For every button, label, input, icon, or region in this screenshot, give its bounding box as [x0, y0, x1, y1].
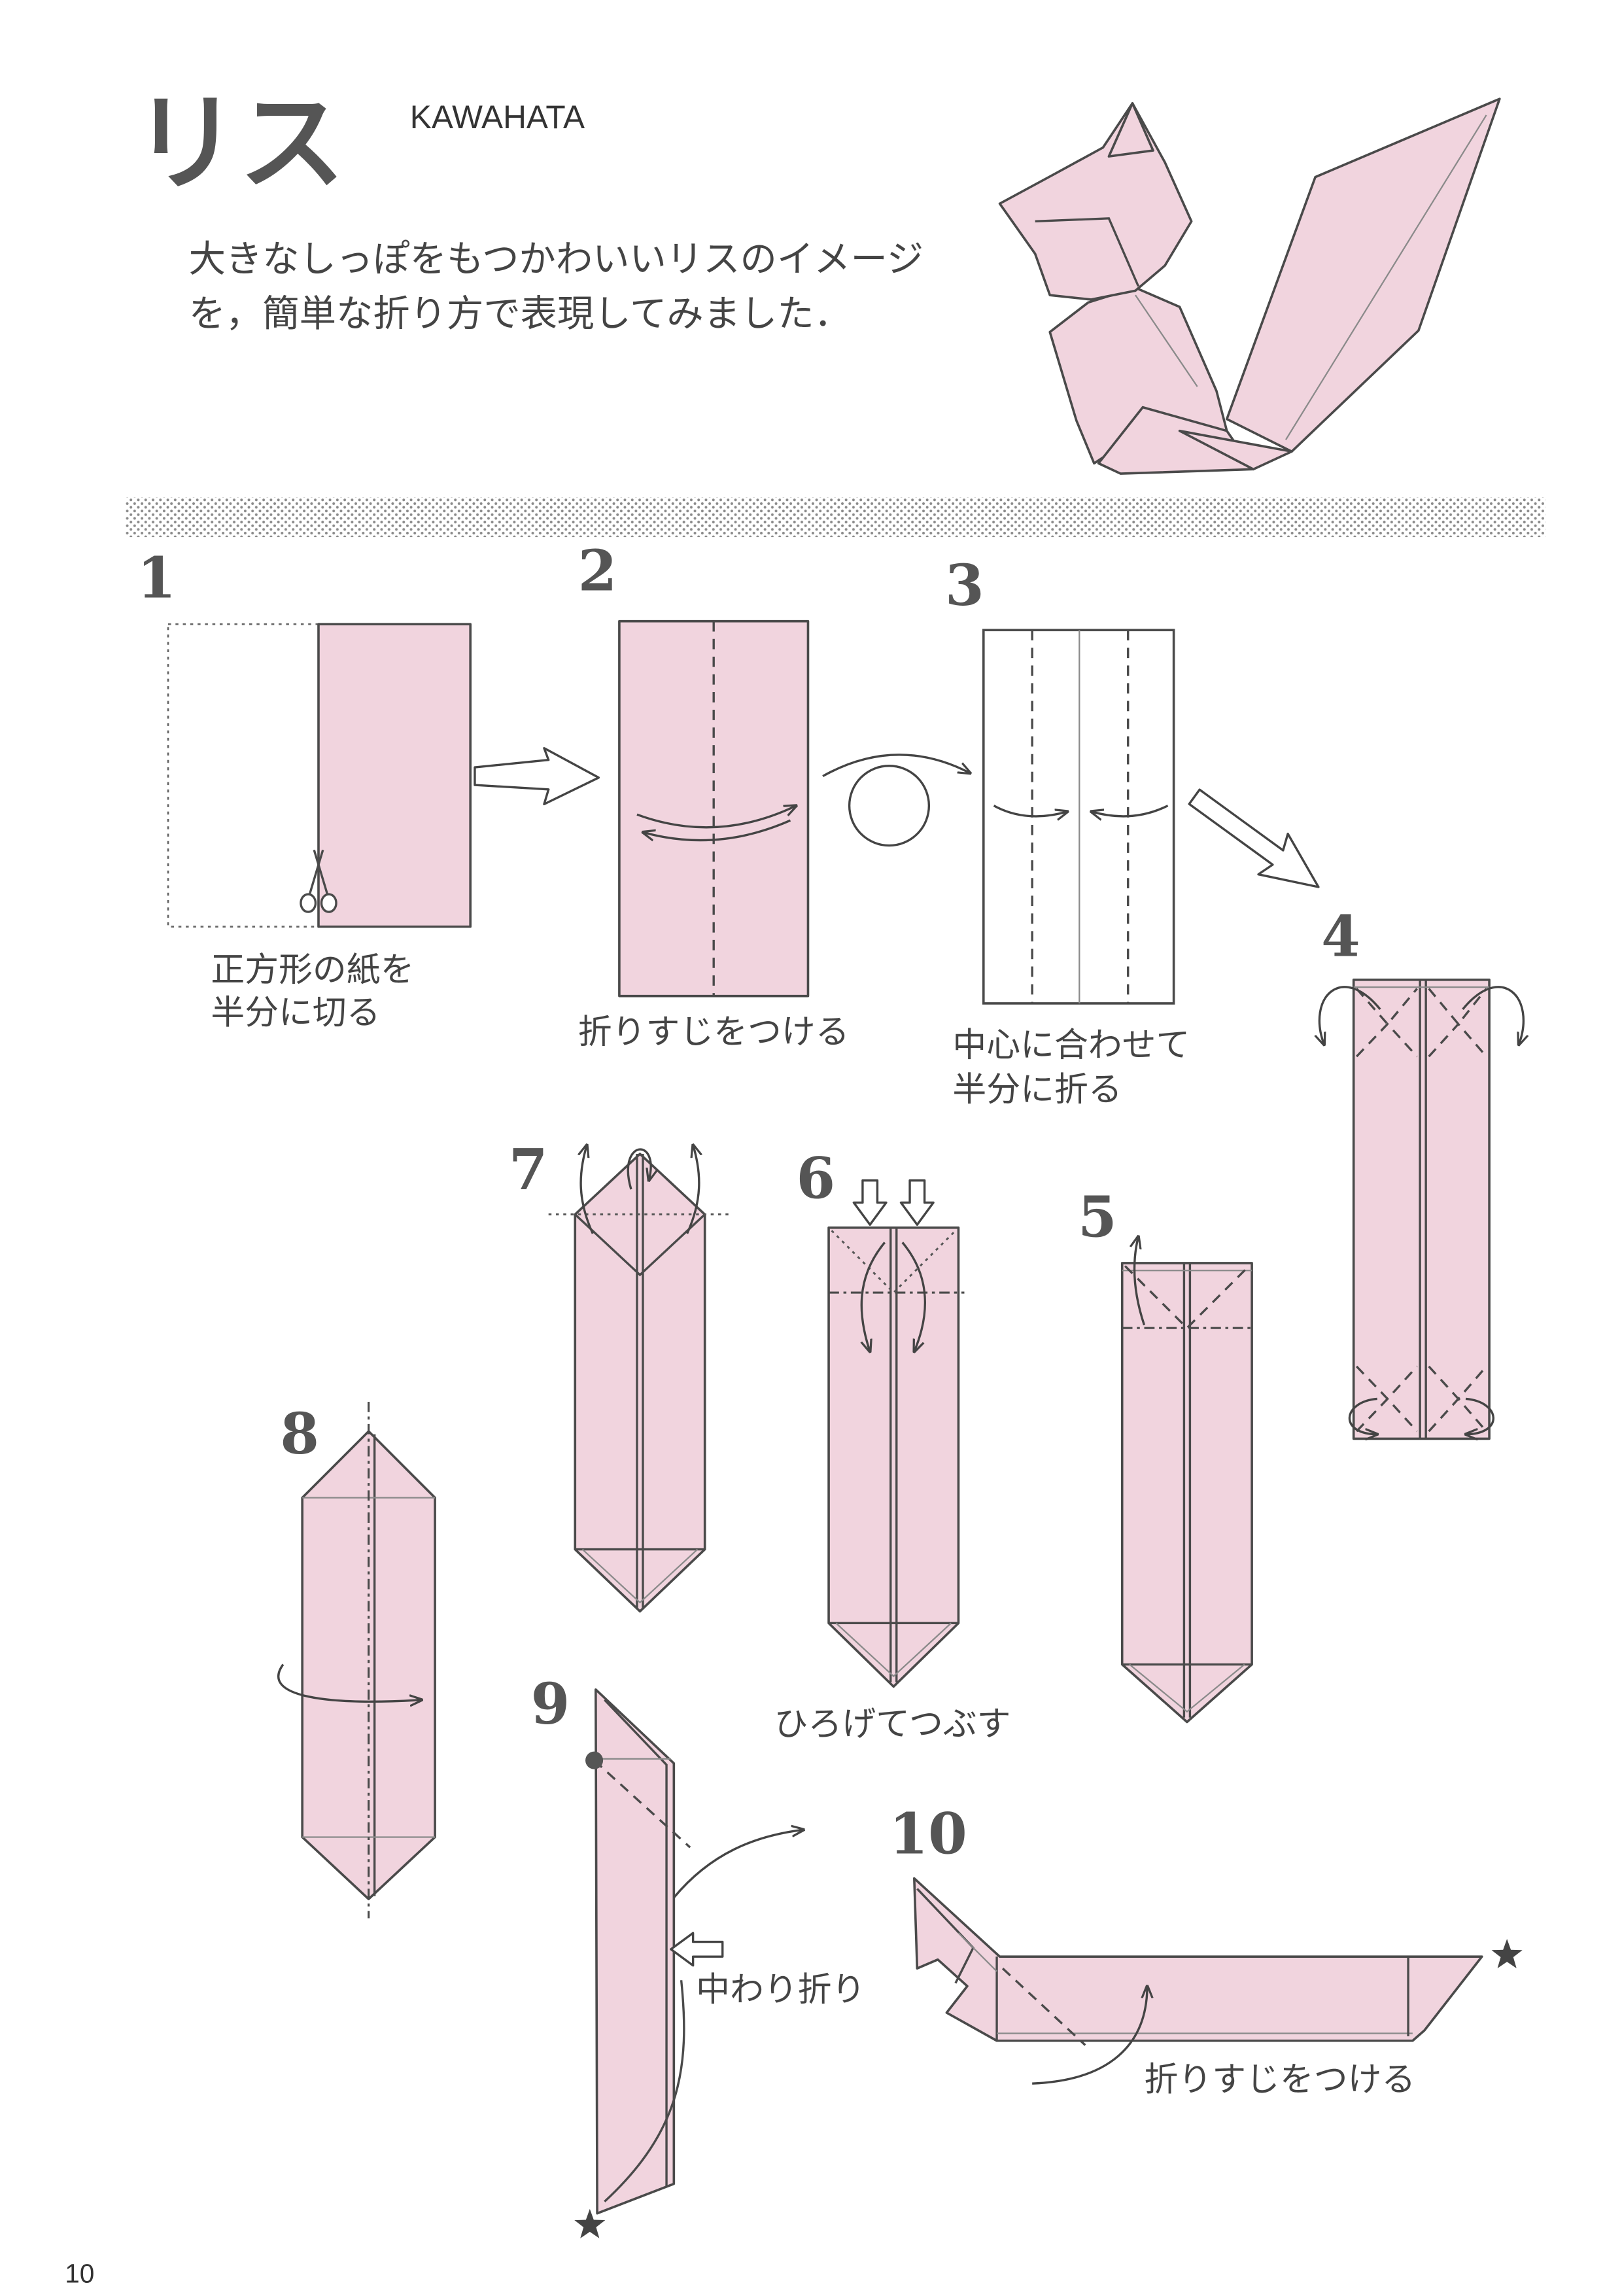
squirrel-ear [1107, 102, 1154, 158]
head-crease [958, 1932, 997, 1972]
paper [913, 1877, 1483, 2042]
page-title: リス [133, 82, 345, 205]
fold-arrow [277, 1663, 422, 1702]
step-number: 8 [280, 1402, 319, 1467]
paper [574, 1153, 706, 1613]
step-5: 5 [1078, 1185, 1253, 1724]
mountain-fold-line [1428, 1365, 1487, 1401]
turn-over-icon [822, 754, 970, 847]
description-line-2: を，簡単な折り方で表現してみました． [189, 293, 852, 336]
inner-layer-edge [604, 1699, 668, 2187]
fold-arrow [636, 806, 796, 829]
folded-flaps [574, 1213, 706, 1277]
inside-reverse-fold-line [593, 1759, 691, 1849]
finished-squirrel-illustration [998, 97, 1501, 475]
step-number: 3 [945, 553, 984, 619]
mountain-fold-line [1355, 988, 1418, 1026]
face-crease [1035, 217, 1140, 287]
fold-behind-arrow [1348, 1397, 1377, 1434]
step-number: 10 [889, 1801, 967, 1867]
mountain-fold-line [1355, 1022, 1418, 1058]
fold-arrow-right [1091, 805, 1169, 816]
step-caption: 中わり折り [696, 1970, 865, 2009]
description-line-1: 大きなしっぽをもつかわいいリスのイメージ [189, 238, 924, 281]
step-number: 1 [137, 546, 177, 612]
step-number: 4 [1321, 905, 1360, 970]
bottom-flap [581, 1548, 699, 1604]
valley-fold-line [1124, 1265, 1250, 1330]
step-9: 9 中わり折り [531, 1672, 865, 2238]
push-arrow-icon [899, 1179, 935, 1226]
step-number: 6 [796, 1147, 835, 1212]
fold-arrow [673, 1830, 803, 1899]
paper [595, 1688, 676, 2215]
squash-arrow [901, 1242, 927, 1351]
bottom-flap [1129, 1663, 1245, 1713]
push-arrow-icon [670, 1932, 724, 1967]
squash-arrow [861, 1242, 886, 1351]
step-3: 3 中心に合わせて 半分に折る [945, 553, 1190, 1109]
step-caption-line-1: 正方形の紙を [211, 950, 414, 990]
squirrel-tail [1225, 97, 1501, 453]
mountain-fold-line [1428, 1022, 1487, 1058]
unfold-arrow [686, 1145, 699, 1234]
cut-away-half [167, 623, 320, 928]
step-caption: 折りすじをつける [1145, 2060, 1416, 2099]
author-name: KAWAHATA [410, 99, 585, 135]
fold-behind-arrow [627, 1148, 651, 1190]
step-caption: 折りすじをつける [578, 1013, 850, 1052]
paper-half [317, 623, 472, 928]
dot-marker-icon [585, 1751, 604, 1769]
paper [1120, 1262, 1253, 1724]
fold-arrow-left [993, 805, 1068, 816]
paper [1352, 979, 1491, 1440]
step-6: 6 ひろげてつぶす [774, 1147, 1011, 1744]
mountain-fold-line [1355, 1365, 1418, 1400]
step-caption-line-2: 半分に折る [952, 1070, 1122, 1109]
step-7: 7 [509, 1138, 732, 1613]
tail-layer-edge [604, 1980, 685, 2202]
step-number: 9 [531, 1672, 570, 1737]
next-step-arrow [474, 746, 600, 806]
scissors-icon [300, 849, 337, 913]
step-10: 10 折りすじをつける [889, 1801, 1523, 2099]
fold-arrow [1135, 1236, 1146, 1326]
fold-behind-arrow [1466, 1397, 1494, 1434]
dotted-divider [125, 497, 1545, 538]
step-caption-line-2: 半分に切る [211, 994, 380, 1033]
page-number: 10 [65, 2259, 94, 2289]
next-step-arrow [1188, 788, 1320, 888]
fold-arrow [1032, 1986, 1147, 2085]
bottom-flap [835, 1622, 952, 1678]
unfold-arrow [581, 1145, 594, 1234]
step-8: 8 [277, 1402, 436, 1919]
body-crease [1135, 294, 1198, 387]
tail-crease [1285, 114, 1487, 440]
unfold-arrow [643, 819, 791, 840]
step-4: 4 [1319, 905, 1523, 1439]
step-number: 7 [509, 1138, 548, 1203]
crease-line [1001, 1967, 1086, 2046]
fold-behind-arrow [1462, 986, 1524, 1045]
star-icon [574, 2208, 606, 2238]
tail-base [1178, 429, 1293, 471]
star-icon [1491, 1939, 1523, 1968]
step-1: 1 正方形の紙を 半分に切る [137, 546, 472, 1033]
fold-behind-arrow [1319, 986, 1381, 1045]
step-caption: ひろげてつぶす [774, 1705, 1011, 1744]
step-caption-line-1: 中心に合わせて [952, 1026, 1190, 1065]
step-number: 2 [578, 538, 617, 604]
squirrel-head [998, 102, 1193, 301]
step-number: 5 [1078, 1185, 1117, 1250]
paper [827, 1226, 960, 1688]
push-arrow-icon [852, 1179, 888, 1226]
step-2: 2 折りすじをつける [578, 538, 850, 1052]
mountain-fold-line [1428, 988, 1487, 1026]
